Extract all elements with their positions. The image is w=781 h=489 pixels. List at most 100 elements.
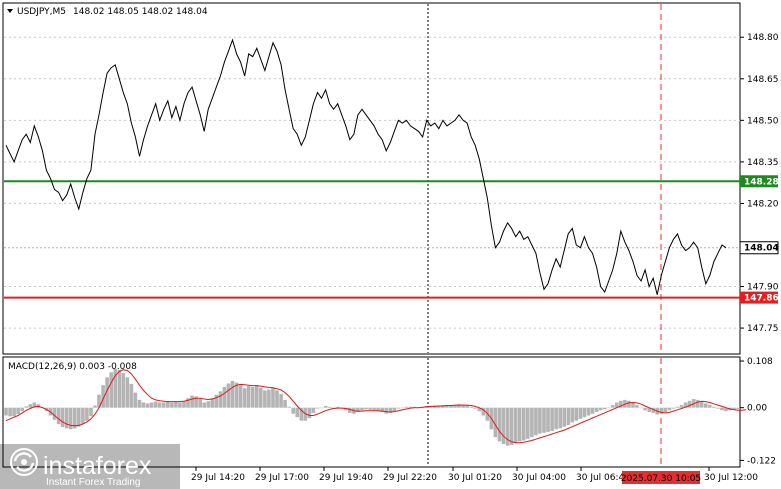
current-time-box xyxy=(622,471,700,484)
macd-histogram-bar xyxy=(590,407,595,414)
macd-histogram-bar xyxy=(331,407,336,409)
macd-histogram-bar xyxy=(360,407,364,411)
macd-histogram-bar xyxy=(699,401,704,408)
macd-histogram-bar xyxy=(226,383,231,408)
macd-histogram-bar xyxy=(109,372,113,408)
macd-histogram-bar xyxy=(291,407,295,414)
macd-histogram-bar xyxy=(327,406,332,408)
macd-histogram-bar xyxy=(404,406,409,408)
macd-histogram-bar xyxy=(368,407,372,410)
macd-histogram-bar xyxy=(611,405,615,408)
macd-histogram-bar xyxy=(129,383,134,408)
macd-histogram-bar xyxy=(534,407,538,436)
macd-histogram-bar xyxy=(481,407,486,416)
time-axis: 29 Jul 14:20 29 Jul 17:00 29 Jul 19:40 29 J… xyxy=(191,467,758,484)
macd-histogram-bar xyxy=(724,407,728,412)
macd-histogram-bar xyxy=(222,386,227,408)
macd-histogram-bar xyxy=(408,406,413,408)
macd-histogram-bar xyxy=(586,407,591,416)
macd-histogram-bar xyxy=(550,407,554,431)
macd-histogram-bar xyxy=(186,398,190,408)
macd-histogram-bar xyxy=(570,407,575,423)
macd-histogram-bar xyxy=(348,407,352,413)
macd-histogram-bar xyxy=(267,389,271,408)
macd-tick-label: -0.122 xyxy=(747,456,776,466)
macd-histogram-bar xyxy=(598,407,603,411)
price-y-axis: 148.80148.65148.50148.35148.20147.90147.… xyxy=(740,33,779,334)
macd-histogram-bar xyxy=(720,407,724,411)
macd-histogram-bar xyxy=(238,385,243,408)
price-tick-label: 147.90 xyxy=(747,283,779,293)
instaforex-logo: instaforex Instant Forex Trading xyxy=(0,444,180,489)
macd-histogram-bar xyxy=(643,407,647,411)
macd-histogram-bar xyxy=(671,407,676,409)
time-tick-label: 29 Jul 22:20 xyxy=(383,473,437,483)
macd-histogram-bar xyxy=(449,405,453,408)
macd-histogram-bar xyxy=(85,407,89,421)
macd-histogram-bar xyxy=(113,368,117,408)
macd-panel[interactable]: 0.108 0.00 -0.122 MACD(12,26,9) 0.003 -0.0… xyxy=(2,356,776,468)
macd-histogram-bar xyxy=(732,407,736,410)
macd-histogram-bar xyxy=(493,407,498,438)
macd-histogram-bar xyxy=(716,407,720,409)
time-tick-label: 29 Jul 14:20 xyxy=(191,473,245,483)
macd-histogram-bar xyxy=(639,407,643,409)
macd-histogram-bar xyxy=(465,405,469,408)
macd-histogram-bar xyxy=(562,407,566,427)
macd-histogram-bar xyxy=(190,395,194,408)
macd-histogram-bar xyxy=(52,407,57,420)
macd-histogram-bar xyxy=(153,401,158,408)
macd-histogram-bar xyxy=(566,407,571,425)
macd-histogram-bar xyxy=(420,407,425,409)
macd-histogram-bar xyxy=(687,400,692,408)
price-panel[interactable]: 148.28 147.86 148.04 148.80 148.65 148.50 148… xyxy=(2,2,779,355)
level-price-label: 147.86 xyxy=(744,294,779,304)
macd-histogram-bar xyxy=(275,390,279,408)
macd-histogram-bar xyxy=(121,373,126,408)
macd-histogram-bar xyxy=(505,407,510,446)
macd-histogram-bar xyxy=(522,407,526,441)
macd-histogram-bar xyxy=(125,377,130,408)
macd-histogram-bar xyxy=(619,400,623,408)
macd-histogram-bar xyxy=(647,407,651,412)
macd-histogram-bar xyxy=(319,407,324,409)
macd-histogram-bar xyxy=(178,402,182,408)
macd-histogram-bar xyxy=(631,402,635,408)
macd-histogram-bar xyxy=(182,400,186,408)
level-price-box xyxy=(740,175,778,188)
macd-histogram-bar xyxy=(8,407,12,417)
logo-brand-text: instaforex xyxy=(43,452,152,480)
macd-histogram-bar xyxy=(335,406,340,408)
macd-histogram-bar xyxy=(736,407,740,409)
macd-histogram-bar xyxy=(663,407,668,412)
macd-histogram-bar xyxy=(497,407,502,442)
time-tick-label: 29 Jul 17:00 xyxy=(255,473,309,483)
macd-histogram-bar xyxy=(380,407,384,412)
macd-histogram-bar xyxy=(166,401,170,408)
macd-histogram-bar xyxy=(376,407,380,412)
macd-histogram-bar xyxy=(60,407,65,428)
price-series-line xyxy=(5,38,727,295)
macd-histogram-bar xyxy=(392,407,397,412)
macd-histogram-bar xyxy=(77,407,81,427)
macd-tick-label: 0.108 xyxy=(747,357,773,367)
macd-histogram-bar xyxy=(198,399,202,408)
macd-histogram-bar xyxy=(594,407,599,412)
macd-histogram-bar xyxy=(170,402,174,408)
macd-panel-border xyxy=(2,356,741,468)
macd-histogram-bar xyxy=(145,403,150,408)
macd-histogram-bar xyxy=(602,407,607,410)
macd-histogram-bar xyxy=(81,407,85,425)
macd-histogram-bar xyxy=(606,407,611,409)
time-tick-label: 30 Jul 04:00 xyxy=(512,473,566,483)
macd-histogram-bar xyxy=(28,404,33,408)
collapse-triangle-icon[interactable] xyxy=(7,9,13,13)
symbol-header[interactable]: USDJPY,M5 148.02 148.05 148.02 148.04 xyxy=(7,7,208,17)
macd-histogram-bar xyxy=(396,407,401,409)
macd-histogram-bar xyxy=(384,407,388,414)
macd-histogram-bar xyxy=(667,407,672,411)
macd-title: MACD(12,26,9) 0.003 -0.008 xyxy=(8,362,137,372)
macd-histogram-bar xyxy=(218,391,223,408)
macd-histogram-bar xyxy=(287,406,291,408)
